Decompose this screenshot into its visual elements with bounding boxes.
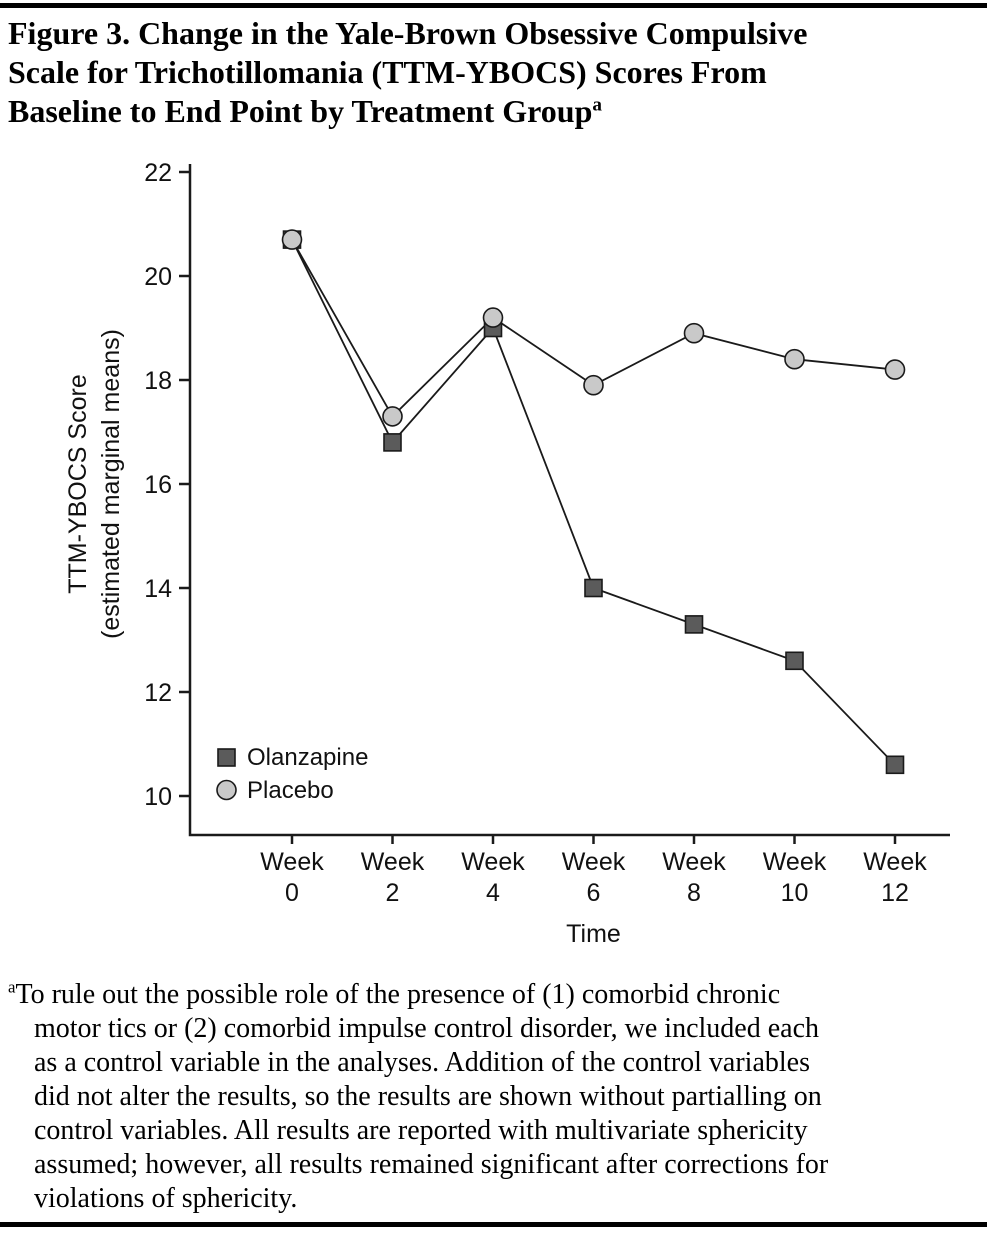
axes	[188, 164, 950, 837]
footnote-line-1: aTo rule out the possible role of the pr…	[8, 978, 976, 1012]
footnote-text-3: as a control variable in the analyses. A…	[34, 1047, 810, 1078]
figure-footnote: aTo rule out the possible role of the pr…	[8, 978, 976, 1216]
x-axis-tick-label-number: 10	[781, 879, 809, 907]
footnote-line-4: did not alter the results, so the result…	[8, 1080, 976, 1114]
footnote-marker: a	[8, 977, 16, 997]
x-axis-tick-label-number: 8	[687, 879, 701, 907]
data-point-placebo	[884, 359, 906, 380]
data-point-olanzapine	[785, 651, 804, 671]
data-point-placebo	[382, 406, 403, 427]
y-axis-tick-label: 12	[144, 679, 172, 707]
data-point-placebo	[683, 322, 705, 344]
figure-title-text-3: Baseline to End Point by Treatment Group	[8, 93, 593, 130]
figure-title-line-1: Figure 3. Change in the Yale-Brown Obses…	[8, 14, 976, 53]
footnote-line-6: assumed; however, all results remained s…	[8, 1148, 976, 1182]
y-axis-title: TTM-YBOCS Score	[64, 374, 92, 593]
data-point-placebo	[784, 348, 805, 370]
x-axis-tick-label-number: 2	[386, 879, 400, 907]
x-axis-tick-label-word: Week	[662, 848, 726, 876]
figure-title-text-1: Figure 3. Change in the Yale-Brown Obses…	[8, 15, 808, 51]
line-chart: 10 12 14 16 18 20 22 Week 0 Week 2 Week 4 Week 6 Week 8 W…	[0, 150, 987, 960]
x-axis-tick-label-word: Week	[361, 848, 425, 876]
series-line-olanzapine	[291, 239, 896, 766]
data-point-olanzapine	[383, 433, 402, 452]
figure-title-line-3: Baseline to End Point by Treatment Group…	[8, 92, 976, 131]
top-rule	[0, 3, 987, 8]
y-axis-tick-label: 10	[144, 783, 172, 811]
title-footnote-marker: a	[592, 94, 602, 116]
x-axis-tick-label-number: 4	[486, 879, 500, 907]
x-axis-tick-label-word: Week	[763, 848, 827, 876]
x-axis-tick-label-word: Week	[461, 848, 525, 876]
y-axis-tick-label: 16	[144, 471, 172, 499]
data-point-olanzapine	[885, 755, 905, 775]
figure-title: Figure 3. Change in the Yale-Brown Obses…	[8, 14, 976, 131]
figure-title-text-2: Scale for Trichotillomania (TTM-YBOCS) S…	[8, 54, 767, 91]
legend-marker-olanzapine	[217, 748, 236, 767]
y-axis-title-line2: (estimated marginal means)	[97, 329, 125, 639]
footnote-text-7: violations of sphericity.	[34, 1183, 298, 1214]
y-axis-tick-label: 18	[144, 367, 172, 395]
data-point-placebo	[583, 374, 604, 396]
footnote-line-2: motor tics or (2) comorbid impulse contr…	[8, 1012, 976, 1046]
legend-label-olanzapine: Olanzapine	[247, 744, 368, 771]
x-axis-tick-label-word: Week	[562, 848, 626, 876]
footnote-text-2: motor tics or (2) comorbid impulse contr…	[34, 1013, 819, 1044]
bottom-rule	[0, 1222, 987, 1227]
data-point-placebo	[281, 229, 303, 250]
footnote-text-5: control variables. All results are repor…	[34, 1115, 808, 1146]
chart-canvas: 10 12 14 16 18 20 22 Week 0 Week 2 Week 4 Week 6 Week 8 W…	[64, 159, 950, 948]
footnote-text-1: To rule out the possible role of the pre…	[15, 979, 781, 1010]
footnote-line-7: violations of sphericity.	[8, 1182, 976, 1216]
footnote-text-4: did not alter the results, so the result…	[34, 1081, 822, 1112]
y-axis-tick-label: 20	[144, 263, 172, 291]
figure-title-line-2: Scale for Trichotillomania (TTM-YBOCS) S…	[8, 53, 976, 92]
x-axis-tick-label-number: 6	[587, 879, 601, 907]
footnote-text-6: assumed; however, all results remained s…	[34, 1149, 829, 1180]
y-axis-tick-label: 22	[144, 159, 172, 187]
data-point-olanzapine	[684, 615, 704, 634]
x-axis-tick-label-number: 0	[285, 879, 299, 907]
legend-label-placebo: Placebo	[247, 777, 334, 804]
footnote-line-5: control variables. All results are repor…	[8, 1114, 976, 1148]
x-axis-tick-label-word: Week	[863, 848, 927, 876]
x-axis-title: Time	[566, 920, 621, 948]
y-axis-tick-label: 14	[144, 575, 172, 603]
data-point-olanzapine	[584, 578, 603, 598]
x-axis-tick-label-number: 12	[881, 879, 909, 907]
x-axis-tick-label-word: Week	[260, 848, 324, 876]
footnote-line-3: as a control variable in the analyses. A…	[8, 1046, 976, 1080]
data-point-placebo	[482, 307, 504, 328]
legend-marker-placebo	[216, 779, 237, 801]
